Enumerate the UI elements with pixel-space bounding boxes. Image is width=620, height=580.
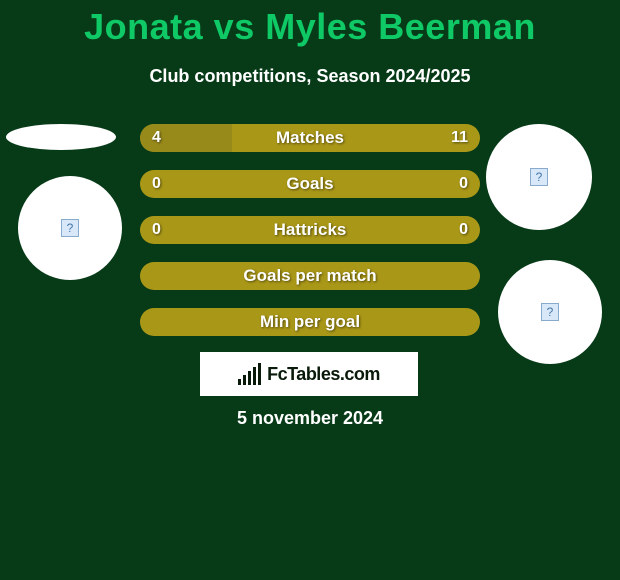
page-title: Jonata vs Myles Beerman <box>0 0 620 48</box>
placeholder-icon: ? <box>61 219 79 237</box>
stat-value-right: 0 <box>459 175 468 193</box>
placeholder-icon: ? <box>530 168 548 186</box>
stat-row: 0Goals0 <box>140 170 480 198</box>
stat-value-right: 11 <box>451 129 468 147</box>
avatar-left-lower: ? <box>18 176 122 280</box>
page-subtitle: Club competitions, Season 2024/2025 <box>0 66 620 87</box>
logo-bars-icon <box>238 363 261 385</box>
stat-value-right: 0 <box>459 221 468 239</box>
logo-badge: FcTables.com <box>200 352 418 396</box>
stat-row-label: Min per goal <box>140 312 480 332</box>
stat-row: Min per goal <box>140 308 480 336</box>
stat-row: 0Hattricks0 <box>140 216 480 244</box>
avatar-left-ellipse <box>6 124 116 150</box>
date-label: 5 november 2024 <box>0 408 620 429</box>
logo-text: FcTables.com <box>267 364 380 385</box>
avatar-right-lower: ? <box>498 260 602 364</box>
placeholder-icon: ? <box>541 303 559 321</box>
stat-row-label: Goals <box>140 174 480 194</box>
stat-row-label: Goals per match <box>140 266 480 286</box>
stat-row-label: Hattricks <box>140 220 480 240</box>
stat-row: Goals per match <box>140 262 480 290</box>
avatar-right-upper: ? <box>486 124 592 230</box>
stat-row-label: Matches <box>140 128 480 148</box>
stat-rows: 4Matches110Goals00Hattricks0Goals per ma… <box>140 124 480 354</box>
stat-row: 4Matches11 <box>140 124 480 152</box>
